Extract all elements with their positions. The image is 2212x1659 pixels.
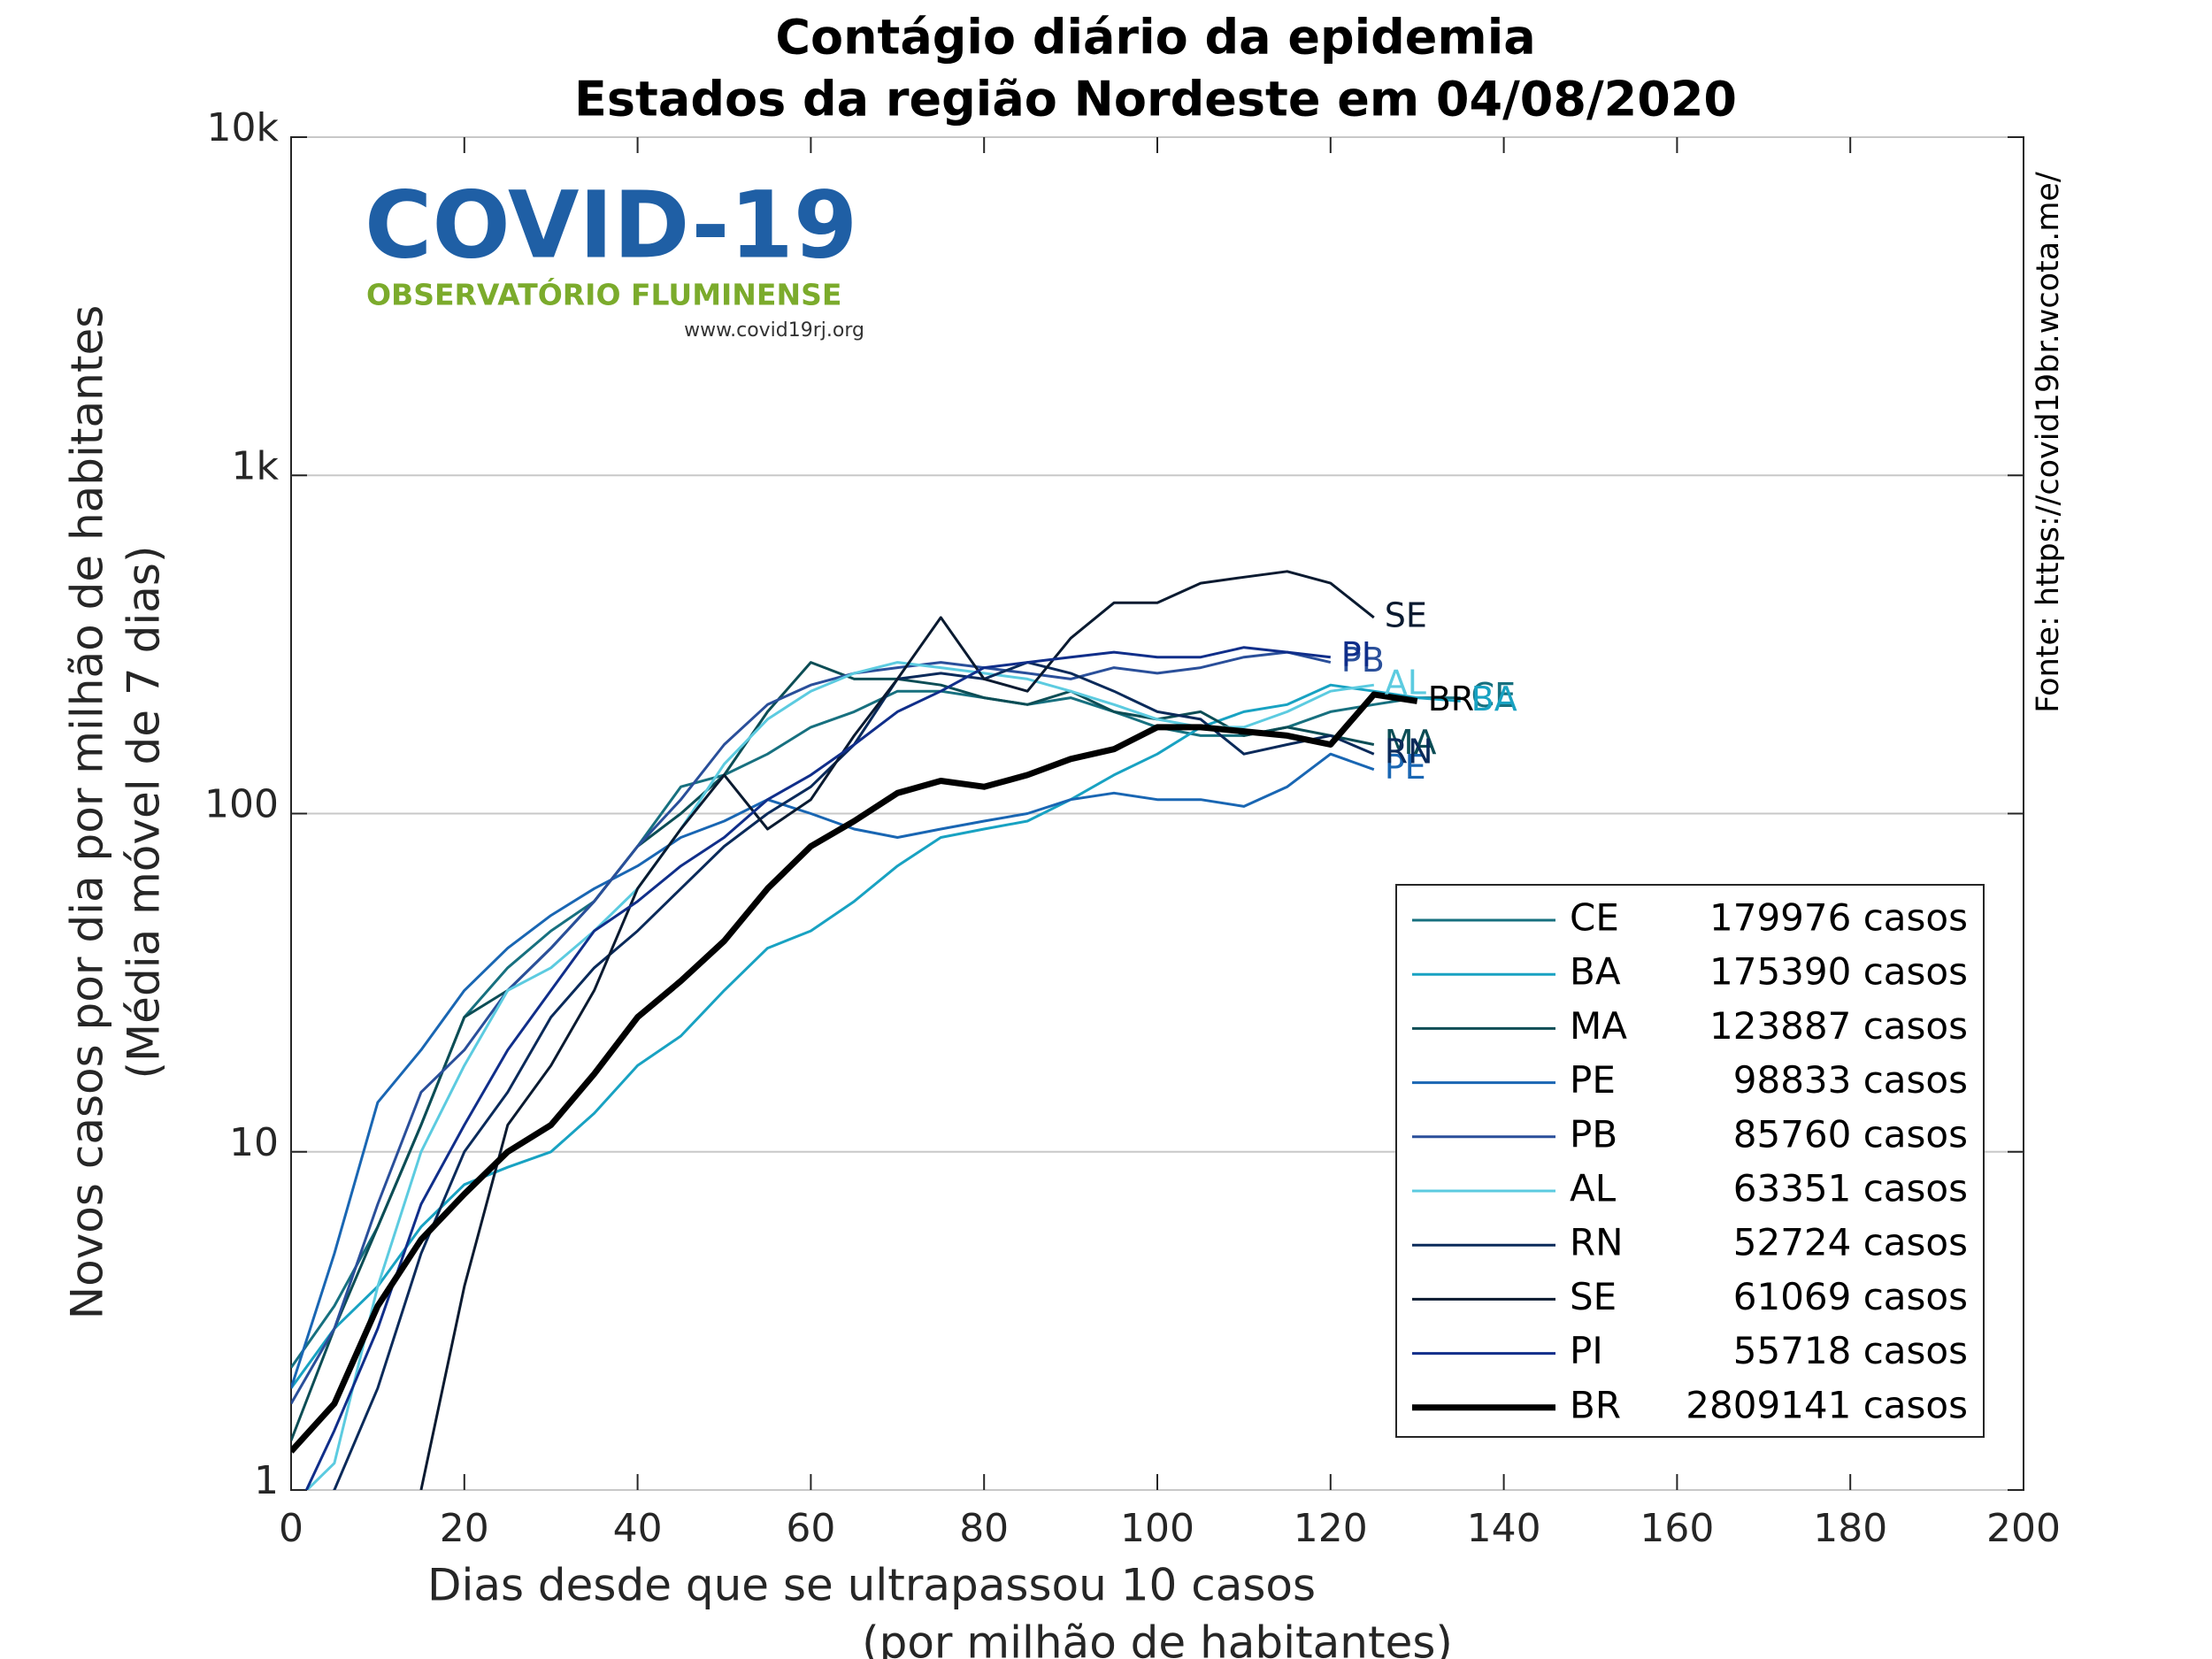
series-end-label: PB xyxy=(1341,641,1385,680)
chart-title: Estados da região Nordeste em 04/08/2020 xyxy=(574,72,1737,127)
legend-label: PB xyxy=(1570,1112,1617,1156)
y-axis-label: (Média móvel de 7 dias) xyxy=(119,546,170,1079)
series-end-label: SE xyxy=(1385,595,1427,634)
series-line xyxy=(291,650,1332,1405)
logo-subtitle: OBSERVATÓRIO FLUMINENSE xyxy=(366,277,841,312)
legend-label: PI xyxy=(1570,1329,1603,1372)
legend-label: BR xyxy=(1570,1383,1621,1426)
legend-cases: 2809141 casos xyxy=(1686,1383,1968,1426)
legend-label: PE xyxy=(1570,1058,1616,1102)
x-tick-label: 160 xyxy=(1640,1506,1714,1551)
legend-cases: 55718 casos xyxy=(1733,1329,1968,1372)
x-tick-label: 40 xyxy=(613,1506,663,1551)
x-tick-label: 0 xyxy=(279,1506,303,1551)
y-axis-label: Novos casos por dia por milhão de habita… xyxy=(62,305,113,1320)
legend-cases: 175390 casos xyxy=(1709,950,1968,994)
legend-label: BA xyxy=(1570,950,1621,994)
series-line xyxy=(419,570,1375,1490)
legend-label: SE xyxy=(1570,1275,1617,1318)
legend-cases: 63351 casos xyxy=(1733,1167,1968,1210)
x-tick-label: 200 xyxy=(1986,1506,2061,1551)
chart-title: Contágio diário da epidemia xyxy=(775,10,1535,65)
plot-lines xyxy=(291,570,1461,1490)
legend-label: AL xyxy=(1570,1167,1617,1210)
series-end-label: PE xyxy=(1385,748,1426,787)
legend-cases: 85760 casos xyxy=(1733,1112,1968,1156)
legend-label: CE xyxy=(1570,896,1619,940)
series-end-label: RN xyxy=(1385,733,1433,772)
series-end-label: AL xyxy=(1385,664,1426,703)
logo-title: COVID-19 xyxy=(365,171,857,279)
x-axis-label: (por milhão de habitantes) xyxy=(862,1617,1453,1659)
legend-cases: 179976 casos xyxy=(1709,896,1968,940)
series-line xyxy=(304,646,1331,1490)
legend-cases: 52724 casos xyxy=(1733,1221,1968,1264)
legend-cases: 61069 casos xyxy=(1733,1275,1968,1318)
series-line xyxy=(291,691,1418,1454)
x-tick-label: 100 xyxy=(1120,1506,1194,1551)
x-axis-label: Dias desde que se ultrapassou 10 casos xyxy=(427,1560,1316,1611)
logo: COVID-19 OBSERVATÓRIO FLUMINENSE www.cov… xyxy=(365,171,864,342)
x-tick-label: 180 xyxy=(1813,1506,1887,1551)
legend-label: RN xyxy=(1570,1221,1624,1264)
y-tick-label: 100 xyxy=(204,782,279,827)
series-end-label: MA xyxy=(1385,723,1437,762)
legend-cases: 123887 casos xyxy=(1709,1004,1968,1048)
x-tick-label: 80 xyxy=(959,1506,1009,1551)
x-tick-label: 60 xyxy=(786,1506,835,1551)
series-end-label: CE xyxy=(1471,676,1517,715)
y-tick-label: 10k xyxy=(207,105,280,150)
legend-box xyxy=(1395,884,1985,1438)
legend-label: MA xyxy=(1570,1004,1627,1048)
x-tick-label: 140 xyxy=(1467,1506,1541,1551)
legend-cases: 98833 casos xyxy=(1733,1058,1968,1102)
series-end-label: BA xyxy=(1471,680,1517,718)
series-end-label: BR xyxy=(1428,680,1474,718)
x-tick-label: 120 xyxy=(1294,1506,1368,1551)
x-tick-label: 20 xyxy=(440,1506,489,1551)
logo-url: www.covid19rj.org xyxy=(684,319,864,342)
y-tick-label: 1 xyxy=(254,1458,279,1503)
series-line xyxy=(291,752,1375,1389)
y-tick-label: 10 xyxy=(229,1120,279,1165)
y-tick-label: 1k xyxy=(232,443,280,488)
series-end-label: PI xyxy=(1341,635,1371,674)
series-line xyxy=(291,661,1375,1441)
source-note: Fonte: https://covid19br.wcota.me/ xyxy=(2031,172,2066,713)
